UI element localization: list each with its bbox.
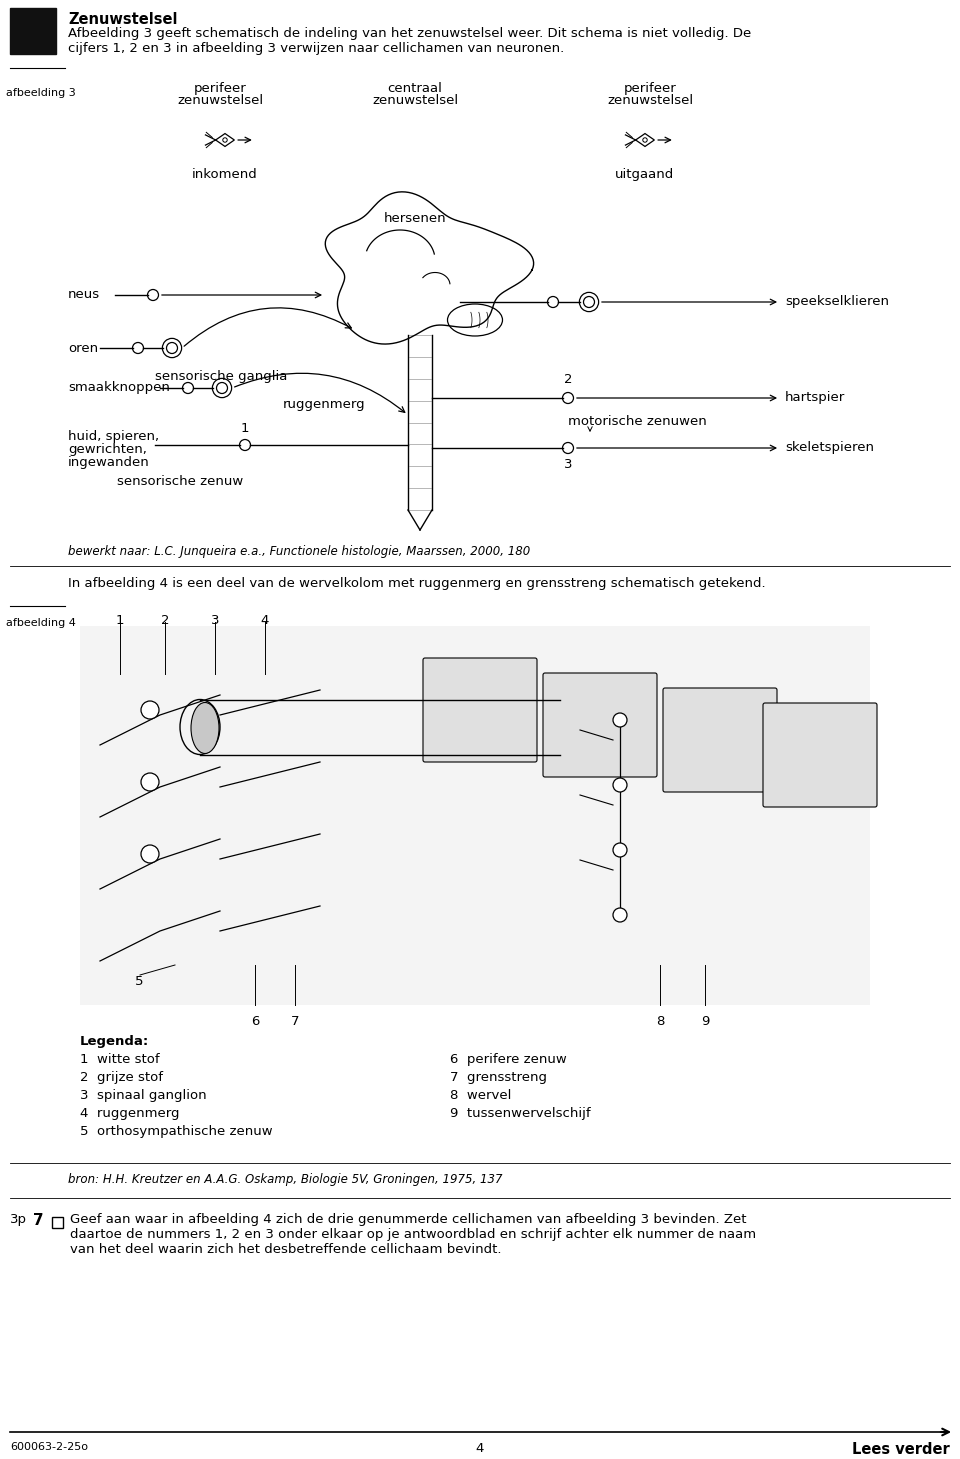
Text: In afbeelding 4 is een deel van de wervelkolom met ruggenmerg en grensstreng sch: In afbeelding 4 is een deel van de werve… [68, 576, 766, 589]
Text: Geef aan waar in afbeelding 4 zich de drie genummerde cellichamen van afbeelding: Geef aan waar in afbeelding 4 zich de dr… [70, 1212, 747, 1226]
Circle shape [613, 778, 627, 792]
Text: motorische zenuwen: motorische zenuwen [568, 414, 707, 427]
Text: 4  ruggenmerg: 4 ruggenmerg [80, 1107, 180, 1121]
Circle shape [141, 845, 159, 864]
Text: Legenda:: Legenda: [80, 1034, 149, 1048]
Text: Zenuwstelsel: Zenuwstelsel [68, 12, 178, 28]
Text: sensorische zenuw: sensorische zenuw [117, 476, 243, 487]
Text: skeletspieren: skeletspieren [785, 442, 874, 455]
Text: Lees verder: Lees verder [852, 1441, 950, 1458]
Ellipse shape [191, 702, 219, 753]
Circle shape [613, 907, 627, 922]
Text: 8  wervel: 8 wervel [450, 1088, 512, 1102]
Text: 3  spinaal ganglion: 3 spinaal ganglion [80, 1088, 206, 1102]
Bar [10, 7, 56, 54]
Text: neus: neus [68, 289, 100, 302]
Text: afbeelding 3: afbeelding 3 [6, 88, 76, 98]
Text: 3p: 3p [10, 1212, 27, 1226]
Text: 9: 9 [701, 1015, 709, 1029]
Text: bewerkt naar: L.C. Junqueira e.a., Functionele histologie, Maarssen, 2000, 180: bewerkt naar: L.C. Junqueira e.a., Funct… [68, 546, 530, 557]
Text: Afbeelding 3 geeft schematisch de indeling van het zenuwstelsel weer. Dit schema: Afbeelding 3 geeft schematisch de indeli… [68, 28, 752, 39]
Text: 4: 4 [476, 1441, 484, 1455]
Text: 8: 8 [656, 1015, 664, 1029]
Text: 6  perifere zenuw: 6 perifere zenuw [450, 1053, 566, 1067]
Text: 3: 3 [564, 458, 572, 471]
Text: 9  tussenwervelschijf: 9 tussenwervelschijf [450, 1107, 590, 1121]
FancyBboxPatch shape [423, 658, 537, 762]
Text: 600063-2-25o: 600063-2-25o [10, 1441, 88, 1452]
Text: zenuwstelsel: zenuwstelsel [372, 93, 458, 107]
Text: afbeelding 4: afbeelding 4 [6, 619, 76, 627]
Text: 1: 1 [241, 422, 250, 435]
Circle shape [613, 713, 627, 727]
Bar [80, 626, 870, 1005]
Text: gewrichten,: gewrichten, [68, 444, 147, 457]
Text: 2: 2 [564, 374, 572, 387]
Text: cijfers 1, 2 en 3 in afbeelding 3 verwijzen naar cellichamen van neuronen.: cijfers 1, 2 en 3 in afbeelding 3 verwij… [68, 42, 564, 55]
Text: perifeer: perifeer [194, 82, 247, 95]
Text: 5: 5 [135, 975, 143, 988]
Text: ruggenmerg: ruggenmerg [283, 398, 366, 411]
Text: oren: oren [68, 341, 98, 355]
Text: 4: 4 [261, 614, 269, 627]
Text: centraal: centraal [388, 82, 443, 95]
Text: zenuwstelsel: zenuwstelsel [607, 93, 693, 107]
Text: hersenen: hersenen [384, 212, 446, 225]
Text: 1  witte stof: 1 witte stof [80, 1053, 159, 1067]
Text: sensorische ganglia: sensorische ganglia [155, 371, 287, 384]
Text: uitgaand: uitgaand [615, 168, 675, 181]
Text: 5  orthosympathische zenuw: 5 orthosympathische zenuw [80, 1125, 273, 1138]
Text: inkomend: inkomend [192, 168, 258, 181]
Text: perifeer: perifeer [624, 82, 677, 95]
FancyBboxPatch shape [543, 673, 657, 778]
Text: hartspier: hartspier [785, 391, 845, 404]
Text: 7: 7 [33, 1212, 43, 1228]
Text: 7  grensstreng: 7 grensstreng [450, 1071, 547, 1084]
Text: 1: 1 [116, 614, 124, 627]
Text: 2  grijze stof: 2 grijze stof [80, 1071, 163, 1084]
FancyBboxPatch shape [763, 703, 877, 807]
Circle shape [141, 700, 159, 719]
Text: zenuwstelsel: zenuwstelsel [177, 93, 263, 107]
Circle shape [141, 773, 159, 791]
Text: smaakknoppen: smaakknoppen [68, 381, 170, 394]
FancyBboxPatch shape [663, 689, 777, 792]
Text: daartoe de nummers 1, 2 en 3 onder elkaar op je antwoordblad en schrijf achter e: daartoe de nummers 1, 2 en 3 onder elkaa… [70, 1228, 756, 1242]
Text: bron: H.H. Kreutzer en A.A.G. Oskamp, Biologie 5V, Groningen, 1975, 137: bron: H.H. Kreutzer en A.A.G. Oskamp, Bi… [68, 1173, 502, 1186]
Circle shape [613, 843, 627, 856]
Text: 7: 7 [291, 1015, 300, 1029]
Text: 2: 2 [160, 614, 169, 627]
Text: ingewanden: ingewanden [68, 457, 150, 468]
Text: huid, spieren,: huid, spieren, [68, 430, 159, 444]
Bar [52, 1217, 63, 1228]
Text: speekselklieren: speekselklieren [785, 296, 889, 308]
Text: 3: 3 [211, 614, 219, 627]
Text: 6: 6 [251, 1015, 259, 1029]
Text: van het deel waarin zich het desbetreffende cellichaam bevindt.: van het deel waarin zich het desbetreffe… [70, 1243, 501, 1256]
